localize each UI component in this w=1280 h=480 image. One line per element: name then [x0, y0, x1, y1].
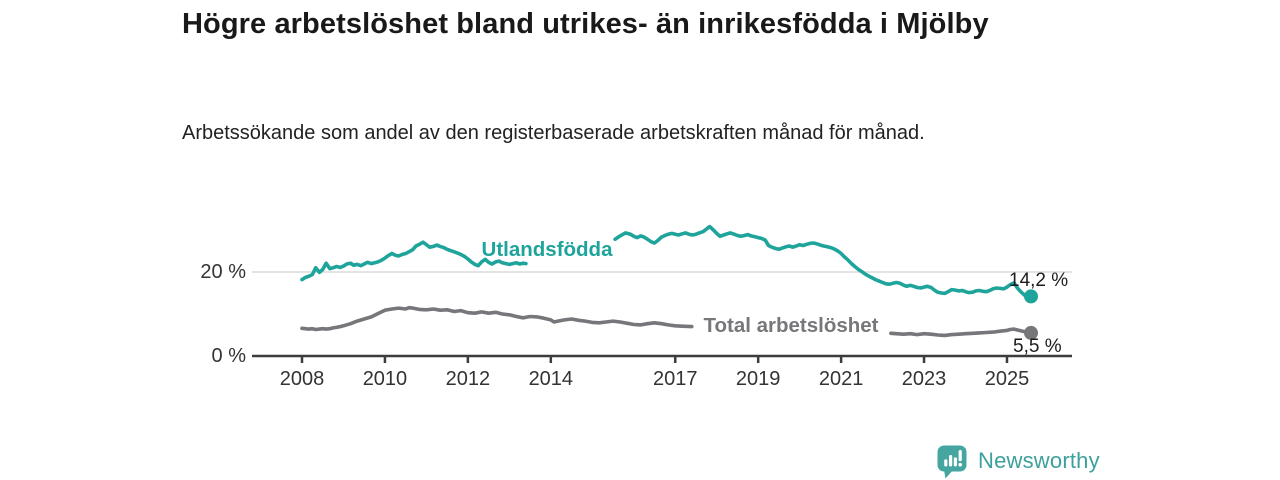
x-tick-label: 2017 — [653, 368, 698, 390]
newsworthy-logo-icon — [937, 445, 967, 478]
series-line-utlandsfodda — [300, 240, 528, 282]
x-tick-label: 2012 — [446, 368, 491, 390]
series-line-total — [889, 327, 1033, 338]
series-end-dot-utlandsfodda — [1024, 289, 1038, 304]
x-tick-label: 2014 — [529, 368, 574, 390]
logo-bar-2 — [949, 454, 953, 466]
brand-name: Newsworthy — [978, 448, 1100, 473]
x-tick-label: 2019 — [736, 368, 781, 390]
y-tick-label-20: 20 % — [200, 261, 246, 283]
x-tick-label: 2010 — [363, 368, 408, 390]
series-line-utlandsfodda — [613, 224, 1033, 300]
chart-subtitle: Arbetssökande som andel av den registerb… — [182, 122, 925, 144]
newsworthy-brand: Newsworthy — [936, 443, 1100, 479]
page-title: Högre arbetslöshet bland utrikes- än inr… — [182, 8, 989, 40]
series-end-dot-total — [1024, 325, 1038, 340]
x-tick-label: 2025 — [985, 368, 1030, 390]
x-tick-label: 2023 — [902, 368, 947, 390]
logo-exclamation-dot — [958, 462, 962, 466]
x-tick-label: 2021 — [819, 368, 864, 390]
logo-bar-1 — [944, 458, 948, 466]
logo-exclamation-bar — [958, 449, 962, 461]
x-tick-label: 2008 — [280, 368, 325, 390]
series-line-total — [300, 305, 694, 332]
y-tick-label-0: 0 % — [212, 345, 247, 367]
series-label-total-arbetsloshet: Total arbetslöshet — [703, 314, 878, 337]
logo-bubble-tail — [944, 469, 953, 478]
end-value-label-utlandsfodda: 14,2 % — [1009, 270, 1068, 291]
series-label-utlandsfodda: Utlandsfödda — [482, 238, 614, 261]
end-value-label-total: 5,5 % — [1013, 336, 1062, 357]
chart-labels-layer: 20 % 0 % Utlandsfödda Total arbetslöshet… — [200, 238, 1068, 367]
logo-bar-3 — [953, 456, 957, 466]
